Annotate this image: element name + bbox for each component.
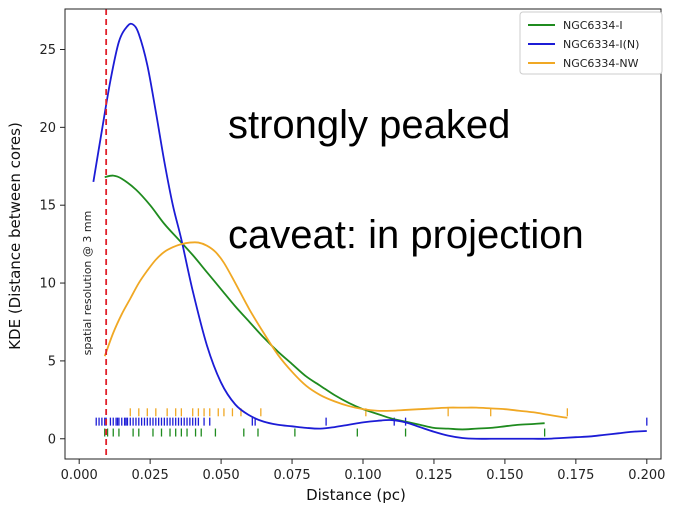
x-axis-ticks: 0.000 0.025 0.050 0.075 0.100 0.125 0.150 0.175… <box>61 459 665 483</box>
x-tick-label-3: 0.075 <box>273 468 310 483</box>
rug-layer <box>95 408 648 437</box>
x-tick-label-0: 0.000 <box>61 468 98 483</box>
y-tick-label-5: 25 <box>39 43 56 58</box>
series-line-ngc6334-i <box>104 174 545 431</box>
y-tick-label-1: 5 <box>48 354 56 369</box>
y-axis-ticks: 0 5 10 15 20 25 <box>39 43 65 447</box>
legend: NGC6334-I NGC6334-I(N) NGC6334-NW <box>519 11 663 75</box>
x-tick-label-2: 0.050 <box>202 468 239 483</box>
x-tick-label-6: 0.150 <box>486 468 523 483</box>
y-tick-label-3: 15 <box>39 199 56 214</box>
y-tick-label-2: 10 <box>39 277 56 292</box>
y-tick-label-4: 20 <box>39 121 56 136</box>
series-line-ngc6334-i-n <box>92 22 647 440</box>
x-tick-label-5: 0.125 <box>415 468 452 483</box>
legend-label-ngc6334-nw: NGC6334-NW <box>563 57 639 70</box>
x-tick-label-1: 0.025 <box>132 468 169 483</box>
legend-label-ngc6334-i-n: NGC6334-I(N) <box>563 38 639 51</box>
x-tick-label-8: 0.200 <box>628 468 665 483</box>
legend-box <box>519 11 663 75</box>
series-line-ngc6334-nw <box>103 241 568 419</box>
series-layer <box>92 22 647 440</box>
annotation-strongly-peaked: strongly peaked <box>228 103 510 147</box>
x-axis-label: Distance (pc) <box>306 486 406 504</box>
x-tick-label-7: 0.175 <box>557 468 594 483</box>
legend-label-ngc6334-i: NGC6334-I <box>563 19 623 32</box>
x-tick-label-4: 0.100 <box>344 468 381 483</box>
annotation-caveat-projection: caveat: in projection <box>228 213 584 257</box>
y-axis-label: KDE (Distance between cores) <box>6 122 24 350</box>
y-tick-label-0: 0 <box>48 432 56 447</box>
resolution-label: spatial resolution @ 3 mm <box>81 211 94 356</box>
